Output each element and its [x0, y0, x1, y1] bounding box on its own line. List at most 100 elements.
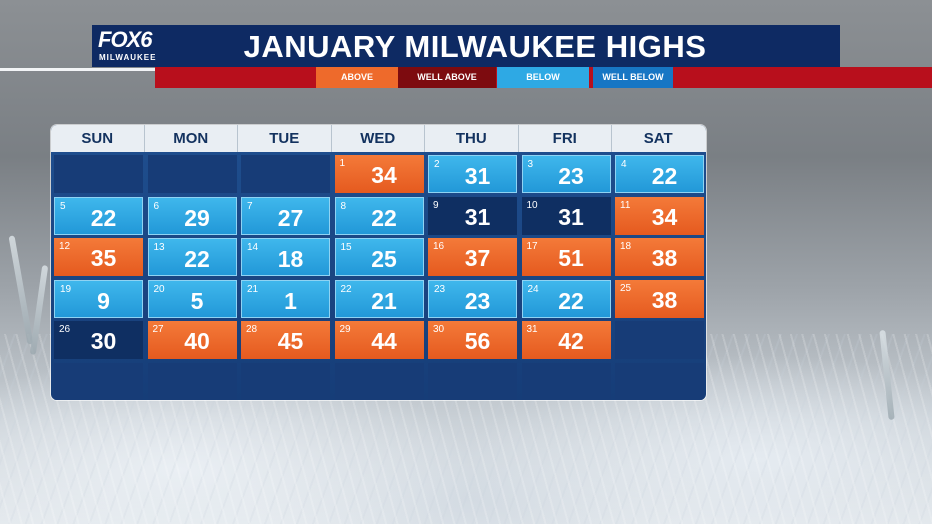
day-number: 26: [59, 324, 71, 335]
day-cell: 5 22: [54, 196, 143, 235]
high-temperature: 22: [558, 287, 584, 314]
day-cell: 13 22: [147, 238, 237, 276]
day-cell: 19 9: [54, 279, 143, 318]
weekday-sun: SUN: [51, 125, 145, 152]
empty-cell: [241, 155, 330, 193]
day-number: 5: [60, 200, 66, 212]
day-number: 2: [434, 159, 440, 170]
weekday-header-row: SUN MON TUE WED THU FRI SAT: [51, 125, 706, 152]
high-temperature: 38: [651, 286, 678, 313]
day-number: 15: [340, 242, 352, 253]
day-number: 6: [153, 200, 160, 212]
day-cell: 12 35: [54, 238, 143, 276]
fox6-logo: FOX6 MILWAUKEE: [96, 27, 168, 65]
weekday-tue: TUE: [238, 125, 332, 152]
day-cell: 24 22: [521, 279, 611, 318]
day-number: 11: [620, 199, 631, 211]
page-title: JANUARY MILWAUKEE HIGHS: [243, 29, 707, 64]
high-temperature: 9: [97, 287, 110, 314]
high-temperature: 51: [558, 245, 584, 271]
weekday-thu: THU: [425, 125, 519, 152]
day-number: 20: [153, 283, 165, 295]
day-cell: 14 18: [241, 238, 330, 276]
day-cell: 4 22: [615, 155, 704, 193]
logo-text: FOX6: [98, 27, 152, 52]
day-number: 29: [339, 324, 351, 335]
day-number: 17: [526, 241, 538, 252]
empty-cell: [147, 362, 237, 400]
empty-cell: [428, 362, 517, 400]
empty-cell: [521, 362, 611, 400]
day-cell: 22 21: [334, 279, 424, 318]
calendar-grid: SUN MON TUE WED THU FRI SAT 1 34 2 31 3 23 4 22 5 22 6 29…: [51, 125, 706, 400]
day-cell: 16 37: [428, 238, 517, 276]
day-cell: 17 51: [521, 238, 611, 276]
legend-below: BELOW: [497, 67, 589, 88]
day-number: 21: [247, 283, 259, 295]
day-number: 12: [59, 241, 71, 252]
high-temperature: 30: [90, 328, 117, 354]
day-number: 10: [526, 199, 538, 211]
high-temperature: 35: [90, 245, 117, 271]
day-number: 14: [247, 242, 259, 253]
high-temperature: 45: [277, 328, 304, 354]
day-cell: 28 45: [241, 321, 330, 359]
day-cell: 11 34: [615, 196, 704, 235]
day-cell: 15 25: [334, 238, 424, 276]
day-cell: 3 23: [521, 155, 611, 193]
empty-cell: [615, 321, 704, 359]
day-cell: 20 5: [147, 279, 237, 318]
empty-cell: [241, 362, 330, 400]
day-cell: 27 40: [147, 321, 237, 359]
day-number: 3: [527, 159, 534, 170]
day-cell: 29 44: [334, 321, 424, 359]
day-cell: 8 22: [334, 196, 424, 235]
high-temperature: 18: [277, 246, 304, 272]
day-number: 8: [340, 200, 347, 212]
high-temperature: 42: [558, 328, 584, 354]
day-number: 16: [433, 241, 445, 252]
day-cell: 26 30: [54, 321, 143, 359]
day-cell: 6 29: [147, 196, 237, 235]
high-temperature: 22: [651, 163, 678, 189]
high-temperature: 23: [464, 287, 491, 314]
weekday-wed: WED: [332, 125, 425, 152]
day-cell: 30 56: [428, 321, 517, 359]
day-cell: 7 27: [241, 196, 330, 235]
day-number: 9: [433, 199, 439, 211]
title-banner: [92, 25, 840, 67]
high-temperature: 34: [371, 162, 397, 188]
empty-cell: [54, 155, 143, 193]
high-temperature: 22: [184, 246, 210, 272]
high-temperature: 34: [651, 203, 678, 230]
day-cell: 23 23: [428, 279, 517, 318]
high-temperature: 5: [190, 287, 204, 314]
day-number: 18: [620, 241, 632, 252]
day-number: 24: [527, 283, 539, 295]
day-cell: 31 42: [521, 321, 611, 359]
empty-cell: [615, 362, 704, 400]
divider-line: [0, 68, 156, 71]
high-temperature: 27: [277, 204, 304, 231]
day-number: 28: [246, 324, 258, 335]
logo-subtext: MILWAUKEE: [99, 53, 157, 62]
high-temperature: 23: [558, 163, 584, 189]
high-temperature: 31: [464, 163, 491, 189]
day-number: 1: [339, 158, 346, 169]
high-temperature: 29: [184, 204, 210, 231]
legend-above: ABOVE: [316, 67, 398, 88]
weekday-sat: SAT: [643, 130, 673, 147]
weekday-fri: FRI: [519, 125, 612, 152]
day-number: 13: [153, 242, 165, 253]
day-cell: 18 38: [615, 238, 704, 276]
day-cell: 21 1: [241, 279, 330, 318]
high-temperature: 31: [558, 203, 584, 230]
empty-cell: [334, 362, 424, 400]
legend-well-above: WELL ABOVE: [398, 67, 496, 88]
high-temperature: 56: [464, 328, 491, 354]
high-temperature: 1: [284, 287, 297, 314]
day-number: 27: [152, 324, 164, 335]
day-cell: 1 34: [334, 155, 424, 193]
day-number: 23: [434, 283, 446, 295]
high-temperature: 40: [184, 328, 210, 354]
